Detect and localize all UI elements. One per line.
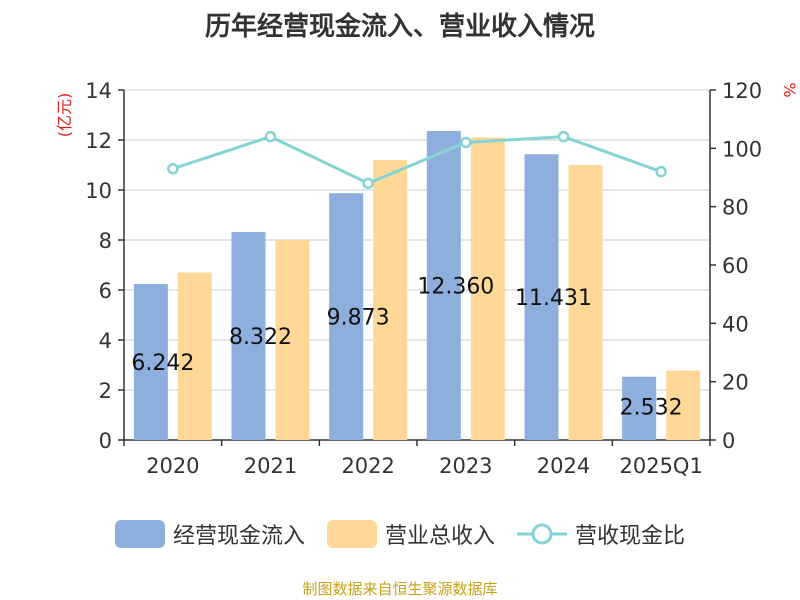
- y-left-tick-label: 14: [85, 79, 112, 103]
- legend-label-cash-inflow: 经营现金流入: [172, 524, 305, 549]
- chart-title: 历年经营现金流入、营业收入情况: [204, 12, 595, 42]
- legend-label-ratio: 营收现金比: [575, 524, 686, 549]
- legend-label-revenue: 营业总收入: [384, 524, 495, 549]
- line-ratio: [172, 135, 662, 185]
- legend-item-ratio[interactable]: 营收现金比: [517, 518, 685, 550]
- data-label-cash-inflow: 11.431: [515, 286, 592, 311]
- x-tick-label: 2025Q1: [619, 454, 702, 478]
- point-ratio: [264, 130, 277, 143]
- y-right-tick-label: 20: [722, 371, 749, 395]
- legend-swatch-cash-inflow: [114, 520, 165, 548]
- bar-revenue: [177, 272, 212, 440]
- point-ratio: [167, 163, 179, 175]
- legend-line-marker-icon: [517, 523, 567, 545]
- bar-cash-inflow: [231, 231, 266, 440]
- legend-swatch-revenue: [326, 520, 377, 548]
- y-left-tick-label: 8: [99, 229, 112, 253]
- legend-item-revenue[interactable]: 营业总收入: [326, 518, 495, 550]
- point-ratio: [557, 130, 570, 143]
- x-tick-label: 2024: [537, 454, 590, 478]
- y-left-tick-label: 10: [85, 179, 112, 203]
- y-left-tick-label: 0: [99, 429, 112, 453]
- data-label-cash-inflow: 2.532: [620, 396, 683, 421]
- y-right-tick-label: 100: [722, 137, 762, 161]
- y-right-axis-label: %: [780, 82, 799, 97]
- y-right-tick-label: 80: [722, 196, 749, 220]
- y-right-tick-label: 60: [722, 254, 749, 278]
- point-ratio: [362, 177, 374, 190]
- y-left-axis-label: (亿元): [55, 93, 74, 138]
- legend-item-cash-inflow[interactable]: 经营现金流入: [114, 518, 305, 550]
- legend: 经营现金流入 营业总收入 营收现金比: [0, 518, 800, 550]
- bar-revenue: [275, 240, 310, 440]
- x-tick-label: 2020: [146, 454, 199, 478]
- point-ratio: [655, 165, 667, 178]
- source-note: 制图数据来自恒生聚源数据库: [302, 580, 498, 598]
- data-label-cash-inflow: 8.322: [229, 325, 292, 350]
- bar-cash-inflow: [133, 283, 168, 440]
- bar-cash-inflow: [524, 154, 559, 440]
- y-right-tick-label: 0: [722, 429, 735, 453]
- x-tick-label: 2023: [439, 454, 492, 478]
- bar-cash-inflow: [426, 131, 461, 440]
- point-ratio: [460, 136, 472, 149]
- y-left-tick-label: 6: [99, 279, 112, 303]
- x-tick-label: 2021: [244, 454, 297, 478]
- bar-revenue: [470, 137, 505, 440]
- data-label-cash-inflow: 12.360: [417, 275, 494, 300]
- x-tick-label: 2022: [341, 454, 394, 478]
- y-left-tick-label: 4: [99, 329, 112, 353]
- bar-cash-inflow: [329, 193, 364, 440]
- bar-revenue: [373, 160, 408, 440]
- bar-revenue: [666, 370, 701, 440]
- y-right-tick-label: 120: [722, 79, 762, 103]
- y-left-tick-label: 2: [99, 379, 112, 403]
- data-label-cash-inflow: 9.873: [327, 306, 390, 331]
- y-right-tick-label: 40: [722, 312, 749, 336]
- bar-cash-inflow: [622, 376, 657, 440]
- y-left-tick-label: 12: [85, 129, 112, 153]
- data-label-cash-inflow: 6.242: [131, 351, 194, 376]
- bar-revenue: [568, 165, 603, 440]
